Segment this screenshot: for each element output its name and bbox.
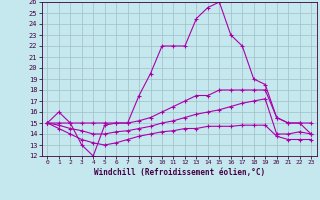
- X-axis label: Windchill (Refroidissement éolien,°C): Windchill (Refroidissement éolien,°C): [94, 168, 265, 177]
